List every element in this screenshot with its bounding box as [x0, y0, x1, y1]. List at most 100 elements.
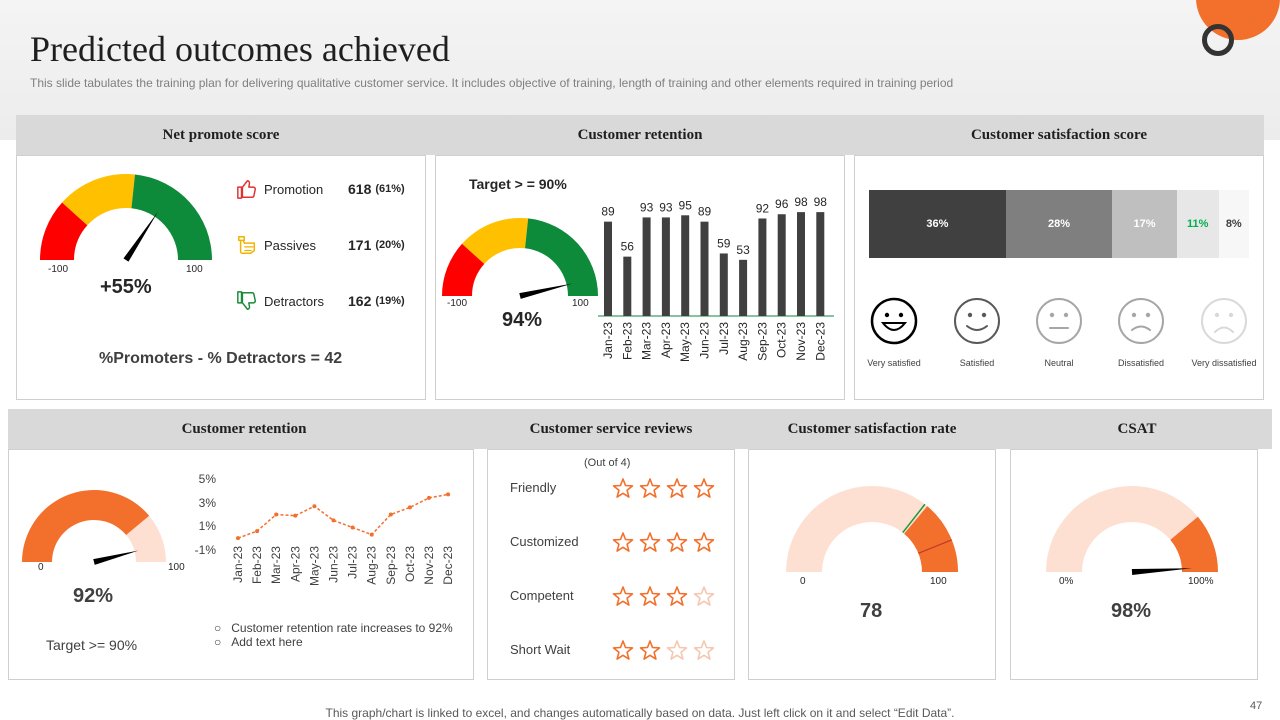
satisfaction-rate-target-marker	[902, 503, 926, 534]
satisfaction-rate-gauge	[786, 486, 958, 572]
retention-top-gauge-min: -100	[447, 298, 468, 309]
star-filled-icon	[693, 478, 715, 498]
nps-gauge-needle	[123, 211, 159, 262]
satisfaction-rate-gauge-track	[786, 486, 958, 572]
retention-bullet: ○ Add text here	[214, 635, 303, 649]
bar-Mar-23	[642, 217, 651, 316]
csat-gauge-min: 0%	[1059, 576, 1074, 587]
bar-May-23	[681, 215, 690, 316]
nps-gauge	[40, 174, 212, 262]
line-point-Apr-23	[293, 513, 298, 518]
page-subtitle: This slide tabulates the training plan f…	[30, 76, 954, 90]
bar-Sep-23	[758, 218, 767, 316]
retention-bottom-heading: Customer retention	[8, 409, 480, 449]
bar-tick-label: Aug-23	[736, 322, 750, 361]
retention-top-heading: Customer retention	[426, 115, 854, 155]
star-filled-icon	[612, 478, 634, 498]
line-tick-label: Apr-23	[288, 546, 302, 582]
line-tick-label: Aug-23	[365, 546, 379, 585]
line-tick-label: Feb-23	[250, 546, 264, 584]
bar-Jul-23	[719, 253, 728, 316]
star-filled-icon	[612, 532, 634, 552]
bullet-text: Customer retention rate increases to 92%	[231, 621, 453, 635]
retention-top-value: 94%	[502, 309, 543, 331]
bar-tick-label: Feb-23	[620, 322, 634, 360]
stacked-segment: 11%	[1176, 190, 1219, 258]
page-title: Predicted outcomes achieved	[30, 29, 450, 69]
thumbs-sideways-icon	[238, 236, 256, 254]
nps-gauge-yellow-band	[62, 174, 135, 226]
line-point-Jul-23	[350, 525, 355, 530]
face-label: Satisfied	[959, 358, 995, 368]
bar-Feb-23	[623, 256, 632, 316]
retention-bottom-gauge-fill	[22, 490, 150, 562]
line-point-Jun-23	[331, 518, 336, 523]
line-point-Dec-23	[446, 492, 451, 497]
star-empty-icon	[666, 640, 688, 660]
star-filled-icon	[612, 640, 634, 660]
legend-count: 618	[348, 181, 372, 197]
star-filled-icon	[639, 478, 661, 498]
bar-data-label: 95	[679, 198, 693, 212]
star-filled-icon	[666, 586, 688, 606]
retention-top-gauge-yellow-band	[462, 218, 529, 264]
nps-gauge-red-band	[40, 202, 88, 260]
nps-heading: Net promote score	[16, 115, 426, 155]
line-tick-label: May-23	[307, 546, 321, 586]
bar-data-label: 89	[698, 205, 712, 219]
retention-bottom-value: 92%	[73, 585, 114, 607]
page-number: 47	[1250, 700, 1263, 712]
retention-top-gauge-needle	[519, 283, 573, 299]
bar-data-label: 89	[601, 205, 615, 219]
review-stars	[612, 586, 715, 606]
face-label: Dissatisfied	[1117, 358, 1164, 368]
retention-trend-line	[237, 493, 449, 539]
retention-bottom-gauge	[22, 490, 166, 565]
line-point-Aug-23	[369, 532, 374, 537]
nps-legend-detractors: Detractors 162 (19%)	[236, 290, 405, 312]
csat-gauge-max: 100%	[1188, 576, 1214, 587]
bar-data-label: 98	[814, 195, 828, 209]
legend-label: Detractors	[264, 293, 324, 309]
line-tick-label: Jan-23	[231, 546, 245, 583]
bar-data-label: 93	[659, 200, 673, 214]
bar-Jan-23	[604, 221, 612, 316]
star-filled-icon	[639, 640, 661, 660]
star-filled-icon	[666, 478, 688, 498]
legend-pct: (20%)	[375, 239, 405, 251]
nps-gauge-max: 100	[186, 264, 203, 275]
line-ytick-label: 5%	[199, 472, 217, 486]
satisfied-face-icon	[954, 298, 1000, 344]
line-tick-label: Jul-23	[346, 546, 360, 579]
legend-pct: (19%)	[375, 295, 405, 307]
review-stars	[612, 640, 715, 660]
line-ytick-label: 3%	[199, 496, 217, 510]
face-label: Neutral	[1044, 358, 1074, 368]
nps-gauge-min: -100	[48, 264, 69, 275]
retention-top-gauge	[442, 218, 598, 299]
stacked-segment: 28%	[1005, 190, 1113, 258]
satisfaction-stacked-bar: 36% 28% 17% 11% 8%	[869, 190, 1249, 258]
very-satisfied-face-icon	[870, 297, 918, 345]
line-point-Feb-23	[255, 529, 260, 534]
bar-tick-label: Sep-23	[755, 322, 769, 361]
review-label: Short Wait	[510, 642, 571, 657]
reviews-heading: Customer service reviews	[480, 409, 742, 449]
bar-tick-label: May-23	[678, 322, 692, 362]
footer-note: This graph/chart is linked to excel, and…	[325, 706, 955, 720]
line-tick-label: Sep-23	[384, 546, 398, 585]
bar-tick-label: Apr-23	[659, 322, 673, 358]
line-tick-label: Jun-23	[327, 546, 341, 583]
line-point-Oct-23	[407, 505, 412, 510]
retention-bottom-gauge-min: 0	[38, 562, 44, 573]
review-label: Friendly	[510, 480, 557, 495]
dissatisfied-face-icon	[1118, 298, 1164, 344]
retention-bottom-panel	[8, 449, 474, 680]
retention-top-panel	[435, 155, 845, 400]
bar-Nov-23	[797, 212, 805, 316]
star-filled-icon	[666, 532, 688, 552]
thumbs-down-icon	[237, 291, 257, 310]
bar-tick-label: Jun-23	[698, 322, 712, 359]
retention-bottom-target: Target >= 90%	[46, 637, 138, 653]
